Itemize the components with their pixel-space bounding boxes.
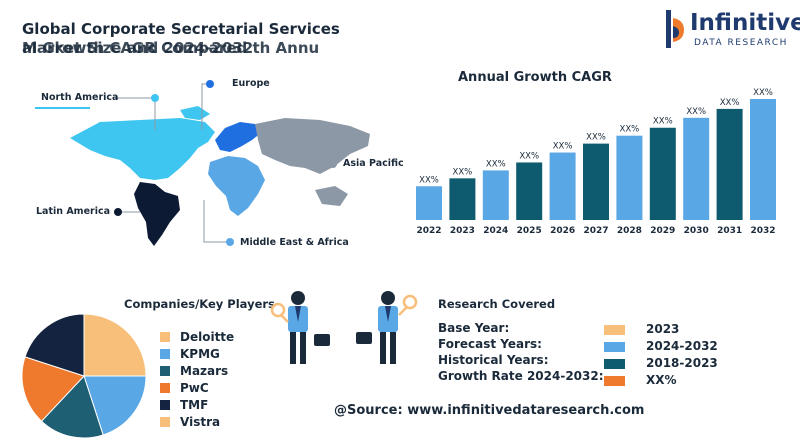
data-label: XX% [720, 98, 740, 108]
pie-slice [83, 375, 147, 436]
bar [583, 143, 609, 220]
research-swatch [604, 376, 625, 386]
legend-item: KPMG [160, 345, 234, 362]
data-label: XX% [620, 125, 640, 135]
tick-label: 2027 [583, 226, 608, 236]
tick-label: 2030 [684, 226, 709, 236]
bar [616, 135, 643, 220]
pie-slice [21, 356, 85, 422]
legend-swatch [160, 399, 170, 410]
research-title: Research Covered [438, 297, 556, 311]
businessman-icon [270, 291, 330, 364]
research-swatch [604, 342, 625, 352]
tick-label: 2023 [450, 226, 475, 236]
region-asia-pacific [255, 118, 370, 174]
research-label: Historical Years: [438, 353, 549, 367]
data-label: XX% [686, 107, 706, 117]
logo-subtitle: DATA RESEARCH [694, 38, 788, 48]
tick-label: 2031 [717, 226, 742, 236]
bar [716, 108, 743, 220]
legend-item: TMF [160, 396, 234, 413]
subtitle-overlap-b: Market Size and 2024-2032 [22, 39, 254, 57]
data-label: XX% [453, 167, 473, 177]
region-europe [215, 122, 262, 152]
bar [683, 117, 710, 220]
pie-slice [83, 313, 147, 377]
data-label: XX% [753, 88, 773, 98]
label-north-america: North America [41, 92, 119, 103]
bar [482, 170, 509, 220]
bar [750, 98, 776, 220]
legend-swatch [160, 382, 170, 393]
research-swatch [604, 359, 625, 369]
logo-icon [666, 10, 684, 48]
tick-label: 2026 [550, 226, 575, 236]
players-pie [21, 313, 147, 439]
research-swatch [604, 325, 625, 335]
legend-swatch [160, 416, 170, 427]
region-north-america [70, 118, 215, 180]
page-title: Global Corporate Secretarial Services [22, 20, 340, 38]
legend-swatch [160, 331, 170, 342]
legend-label: Vistra [180, 414, 221, 429]
label-asia-pacific: Asia Pacific [343, 158, 404, 169]
businessman-icon-2 [356, 291, 418, 364]
research-label: Growth Rate 2024-2032: [438, 369, 604, 383]
legend-item: PwC [160, 379, 234, 396]
players-title: Companies/Key Players [124, 297, 275, 311]
legend-item: Mazars [160, 362, 234, 379]
data-label: XX% [419, 175, 439, 185]
label-europe: Europe [232, 78, 270, 89]
legend-item: Vistra [160, 413, 234, 430]
data-label: XX% [553, 142, 573, 152]
research-label: Forecast Years: [438, 337, 542, 351]
tick-label: 2022 [416, 226, 441, 236]
bar [516, 162, 543, 220]
bar-chart: XX% 2022 XX% 2023 XX% 2024 XX% 2025 XX% 2026 XX% 20… [416, 88, 776, 236]
pie-slice [40, 375, 104, 439]
bar [549, 152, 576, 220]
bar [449, 178, 476, 220]
region-latin-america [134, 182, 180, 246]
research-value: 2018-2023 [646, 356, 718, 370]
research-value: 2023 [646, 322, 680, 336]
research-label: Base Year: [438, 321, 510, 335]
legend-label: TMF [180, 397, 209, 412]
legend-swatch [160, 348, 170, 359]
tick-label: 2025 [517, 226, 542, 236]
bar [649, 127, 676, 220]
tick-label: 2028 [617, 226, 642, 236]
legend-swatch [160, 365, 170, 376]
legend-label: KPMG [180, 346, 220, 361]
pie-slice [24, 313, 85, 377]
tick-label: 2024 [483, 226, 508, 236]
logo-name: Infinitive [690, 10, 800, 36]
tick-label: 2032 [750, 226, 775, 236]
data-label: XX% [486, 159, 506, 169]
legend-item: Deloitte [160, 328, 234, 345]
research-value: 2024-2032 [646, 339, 718, 353]
legend-label: Mazars [180, 363, 229, 378]
legend-label: Deloitte [180, 329, 235, 344]
label-middle-east-africa: Middle East & Africa [240, 237, 349, 248]
legend-label: PwC [180, 380, 209, 395]
players-legend: Deloitte KPMG Mazars PwC TMF Vistra [160, 328, 234, 430]
data-label: XX% [519, 151, 539, 161]
source-link[interactable]: @Source: www.infinitivedataresearch.com [334, 403, 645, 418]
data-label: XX% [653, 117, 673, 127]
subtitle-overlap-a: al Growth CAGR Compared th Annu [22, 39, 320, 57]
tick-label: 2029 [650, 226, 675, 236]
data-label: XX% [586, 133, 606, 143]
label-latin-america: Latin America [36, 206, 111, 217]
chart-title: Annual Growth CAGR [458, 70, 612, 85]
world-map [35, 80, 370, 246]
region-mea [208, 156, 265, 216]
research-value: XX% [646, 373, 677, 387]
bar [416, 186, 442, 220]
